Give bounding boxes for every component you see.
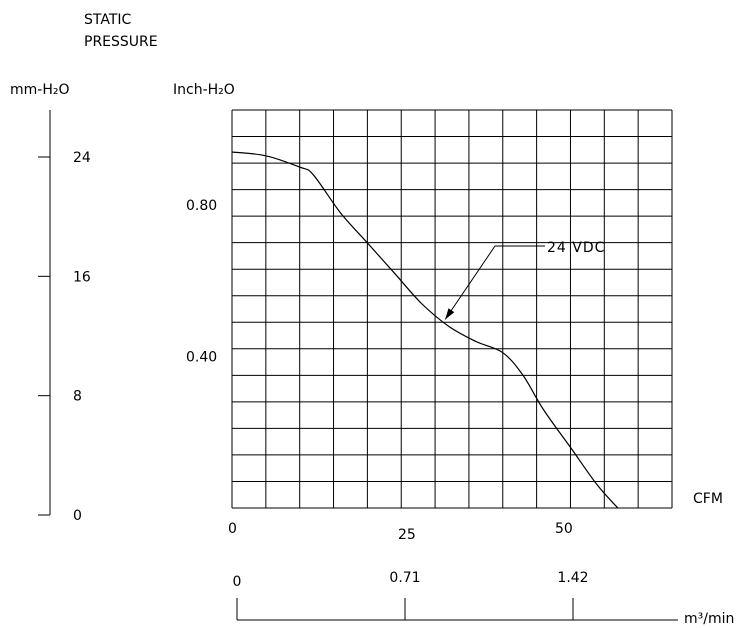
annotation-leader	[444, 245, 545, 320]
chart-title-line-1: STATIC	[84, 12, 132, 28]
inch-tick-labels: 0.80 0.40	[186, 198, 217, 366]
cfm-tick-label: 25	[398, 527, 416, 543]
mm-axis-label: mm-H₂O	[10, 82, 70, 98]
m3-tick-label: 1.42	[557, 570, 588, 586]
inch-tick-label: 0.80	[186, 198, 217, 214]
cfm-tick-label: 50	[555, 521, 573, 537]
mm-tick-label: 24	[73, 150, 91, 166]
annotation-arrowhead	[445, 308, 455, 320]
mm-tick-label: 8	[73, 389, 82, 405]
cfm-axis-label: CFM	[693, 491, 723, 507]
m3-tick-label: 0.71	[389, 570, 420, 586]
mm-tick-label: 16	[73, 269, 91, 285]
series-group: 24 VDC	[231, 151, 619, 509]
cfm-tick-labels: 0 25 50	[228, 521, 573, 543]
mm-axis: 24 16 8 0	[38, 110, 91, 524]
chart-title-line-2: PRESSURE	[84, 34, 158, 50]
inch-tick-label: 0.40	[186, 350, 217, 366]
mm-tick-label: 0	[73, 508, 82, 524]
m3-axis: 0 0.71 1.42	[233, 570, 678, 621]
chart-grid	[231, 109, 673, 509]
cfm-tick-label: 0	[228, 521, 237, 537]
m3-tick-label: 0	[233, 574, 242, 590]
m3-axis-label: m³/min	[684, 611, 734, 627]
series-line-24vdc	[231, 151, 619, 509]
inch-axis-label: Inch-H₂O	[173, 82, 235, 98]
annotation-label: 24 VDC	[547, 240, 605, 256]
